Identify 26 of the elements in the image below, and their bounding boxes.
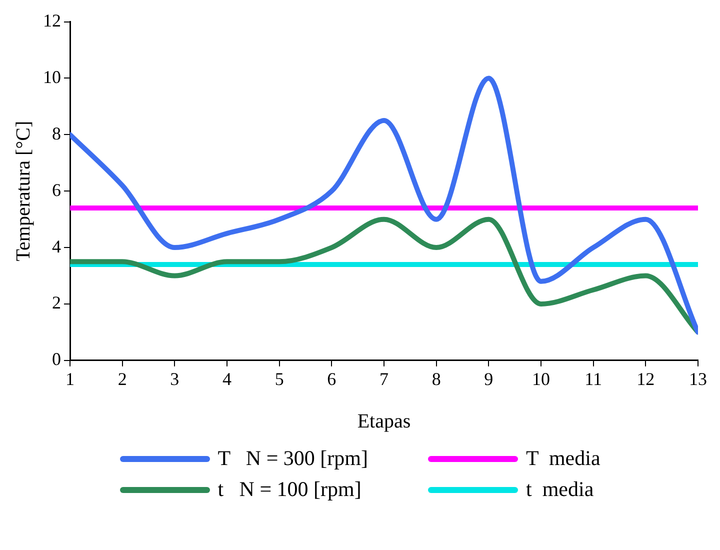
y-tick-label: 0 (52, 349, 61, 370)
x-tick-label: 6 (327, 368, 336, 389)
x-tick-label: 1 (66, 368, 74, 389)
x-tick-label: 12 (636, 368, 655, 389)
legend-label: T media (526, 446, 600, 471)
x-tick-label: 13 (689, 368, 707, 389)
x-tick-label: 10 (532, 368, 550, 389)
legend-label: T N = 300 [rpm] (218, 446, 368, 471)
y-tick-label: 8 (52, 123, 61, 144)
x-tick-label: 2 (118, 368, 127, 389)
y-axis-title: Temperatura [°C] (12, 120, 34, 262)
x-axis-title: Etapas (357, 410, 411, 432)
x-tick-label: 9 (484, 368, 494, 389)
y-tick-label: 4 (52, 236, 61, 256)
x-tick-label: 11 (584, 368, 602, 389)
x-tick-label: 7 (380, 368, 388, 389)
x-tick-label: 3 (170, 368, 180, 389)
y-tick-label: 12 (43, 10, 61, 31)
x-tick-label: 5 (274, 368, 284, 389)
y-tick-label: 10 (43, 66, 61, 87)
x-tick-label: 4 (222, 368, 232, 389)
y-tick-label: 6 (52, 180, 61, 200)
legend-label: t media (526, 477, 594, 502)
y-tick-label: 2 (52, 292, 61, 313)
legend-label: t N = 100 [rpm] (218, 477, 362, 502)
x-tick-label: 8 (432, 368, 441, 389)
